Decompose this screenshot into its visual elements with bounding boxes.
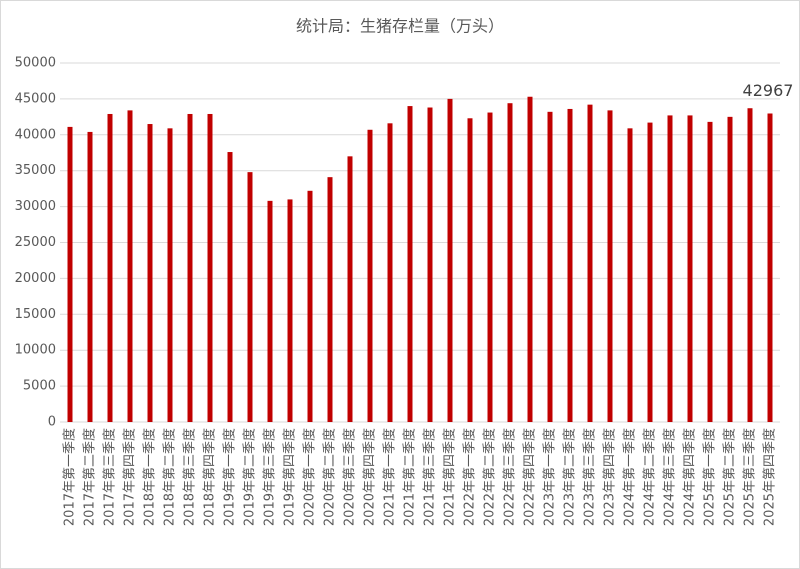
bar: [347, 156, 353, 422]
x-tick-label: 2017年第三季度: [102, 428, 118, 526]
x-tick-label: 2023年第三季度: [582, 428, 598, 526]
bar: [727, 116, 733, 422]
bar: [427, 107, 433, 423]
bar: [627, 128, 633, 422]
bar: [707, 121, 713, 422]
x-tick-label: 2018年第三季度: [182, 428, 198, 526]
x-tick-label: 2023年第一季度: [542, 428, 558, 526]
y-tick-label: 10000: [15, 343, 56, 358]
x-tick-label: 2021年第一季度: [382, 428, 398, 526]
x-tick-label: 2019年第四季度: [282, 428, 298, 526]
bar: [507, 103, 513, 422]
x-tick-label: 2019年第二季度: [242, 428, 258, 526]
bar: [647, 122, 653, 423]
x-tick-label: 2020年第三季度: [342, 428, 358, 526]
x-tick-label: 2021年第四季度: [442, 428, 458, 526]
bar: [747, 108, 753, 422]
bar: [187, 113, 193, 422]
bar: [607, 110, 613, 422]
bar: [287, 199, 293, 422]
bar: [127, 110, 133, 422]
bar: [467, 118, 473, 422]
x-tick-label: 2020年第一季度: [302, 428, 318, 526]
bar: [567, 108, 573, 423]
bar: [67, 126, 73, 422]
x-tick-label: 2025年第二季度: [722, 428, 738, 526]
bar: [587, 104, 593, 423]
x-tick-label: 2025年第一季度: [702, 428, 718, 526]
x-tick-label: 2017年第二季度: [82, 428, 98, 526]
bar: [147, 124, 153, 422]
x-tick-label: 2017年第四季度: [122, 428, 138, 526]
chart-title: 统计局：生猪存栏量（万头）: [296, 17, 504, 36]
x-tick-label: 2023年第四季度: [602, 428, 618, 526]
x-tick-label: 2018年第二季度: [162, 428, 178, 526]
x-tick-label: 2021年第三季度: [422, 428, 438, 526]
bar: [87, 131, 93, 423]
bar: [227, 152, 233, 423]
x-tick-label: 2017年第一季度: [62, 428, 78, 526]
x-tick-label: 2022年第三季度: [502, 428, 518, 526]
bar: [667, 115, 673, 422]
x-tick-label: 2022年第四季度: [522, 428, 538, 526]
y-tick-label: 45000: [15, 91, 56, 106]
bar: [447, 98, 453, 423]
bar: [387, 123, 393, 422]
bar: [547, 111, 553, 422]
y-tick-label: 40000: [15, 127, 56, 142]
bar: [687, 115, 693, 422]
bar: [267, 200, 273, 422]
x-tick-label: 2022年第二季度: [482, 428, 498, 526]
bar: [307, 190, 313, 422]
y-tick-label: 35000: [15, 163, 56, 178]
x-tick-label: 2024年第二季度: [642, 428, 658, 526]
x-tick-label: 2018年第四季度: [202, 428, 218, 526]
x-tick-label: 2024年第四季度: [682, 428, 698, 526]
bar: [407, 106, 413, 422]
x-tick-label: 2020年第四季度: [362, 428, 378, 526]
bar: [527, 96, 533, 422]
x-tick-label: 2022年第一季度: [462, 428, 478, 526]
y-tick-label: 0: [48, 415, 56, 430]
x-tick-label: 2019年第三季度: [262, 428, 278, 526]
bar: [367, 129, 373, 423]
x-tick-label: 2025年第三季度: [742, 428, 758, 526]
x-tick-label: 2023年第二季度: [562, 428, 578, 526]
x-tick-label: 2019年第一季度: [222, 428, 238, 526]
bar: [107, 113, 113, 422]
x-tick-label: 2025年第四季度: [762, 428, 778, 526]
x-tick-label: 2024年第三季度: [662, 428, 678, 526]
x-tick-label: 2018年第一季度: [142, 428, 158, 526]
y-tick-label: 20000: [15, 271, 56, 286]
data-label: 42967: [743, 81, 794, 100]
x-tick-label: 2021年第二季度: [402, 428, 418, 526]
x-tick-label: 2024年第一季度: [622, 428, 638, 526]
bar: [327, 177, 333, 422]
x-tick-label: 2020年第二季度: [322, 428, 338, 526]
y-tick-label: 30000: [15, 199, 56, 214]
y-tick-label: 15000: [15, 307, 56, 322]
bar: [487, 112, 493, 423]
bar: [247, 172, 253, 422]
y-tick-label: 25000: [15, 235, 56, 250]
y-tick-label: 5000: [23, 379, 56, 394]
bar: [767, 113, 773, 422]
y-tick-label: 50000: [15, 56, 56, 71]
bar: [167, 128, 173, 422]
bar: [207, 113, 213, 422]
